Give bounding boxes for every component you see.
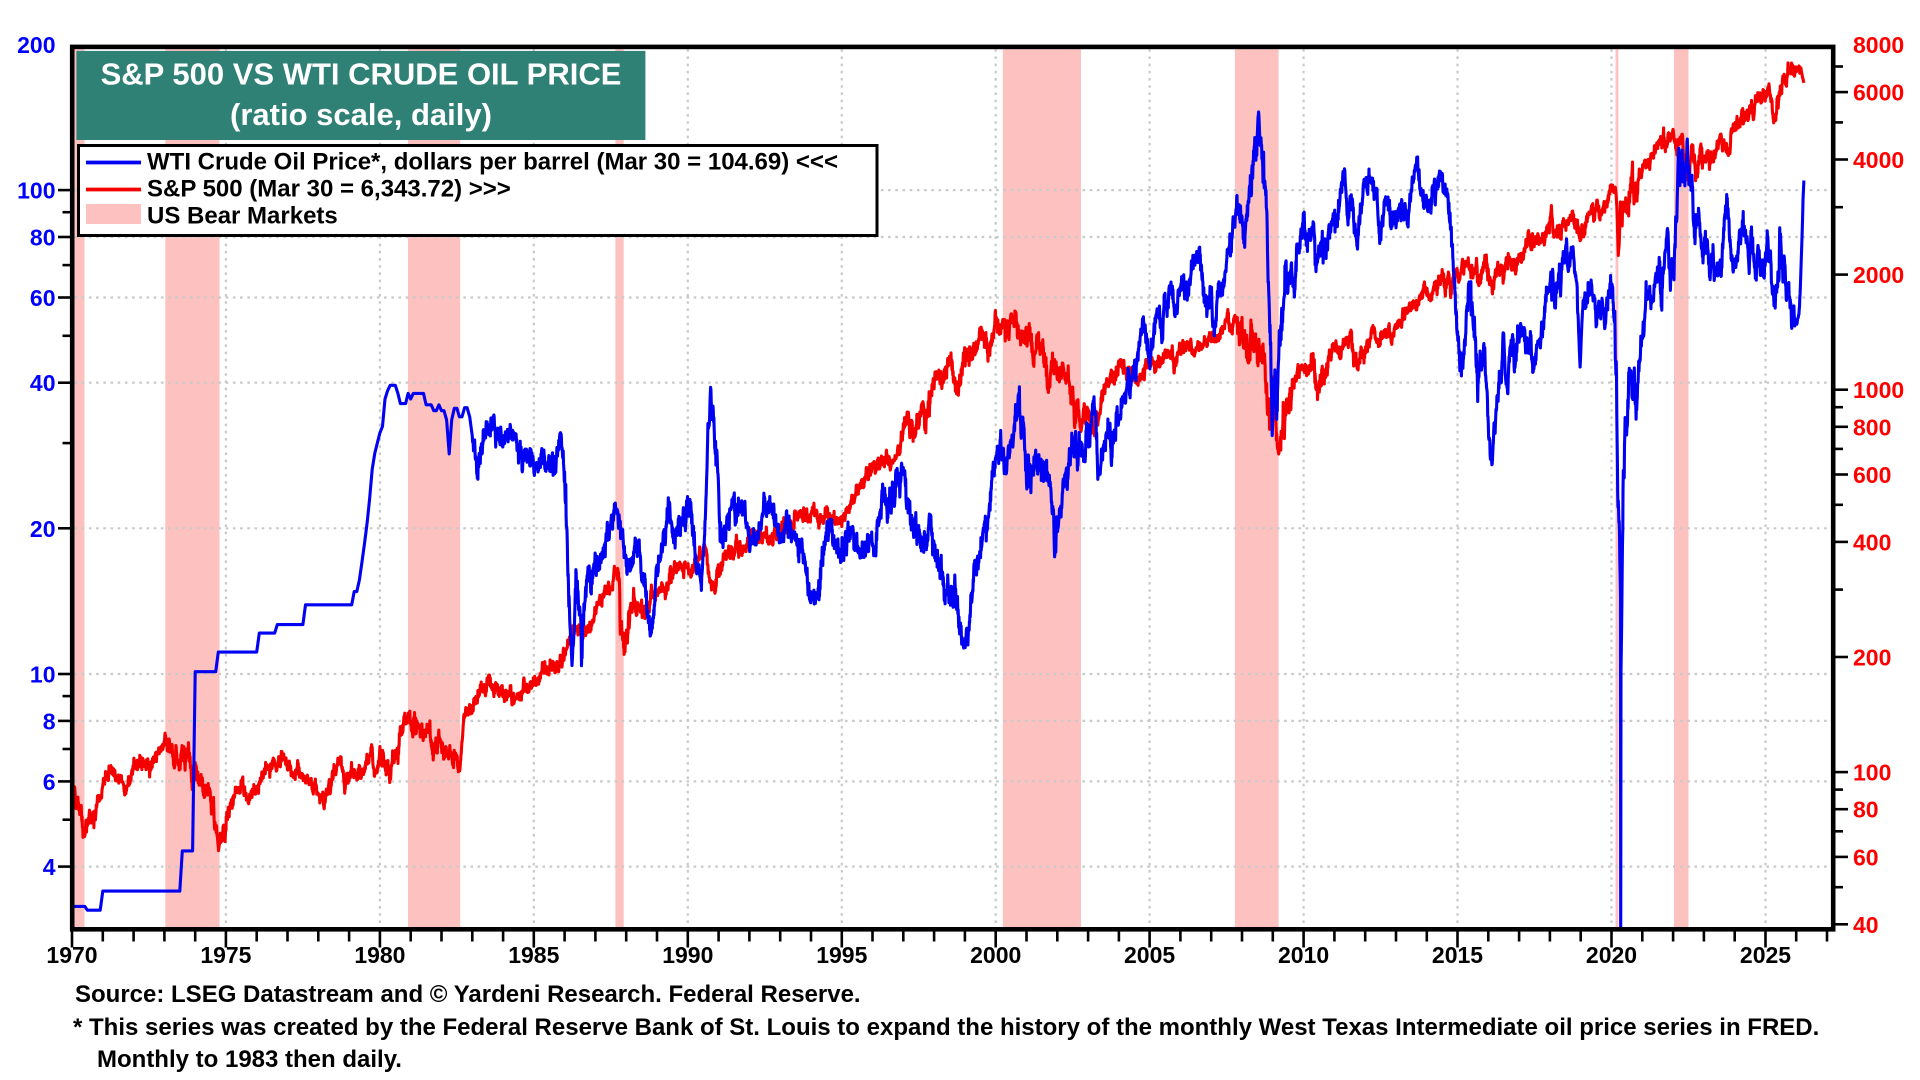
svg-text:2015: 2015 — [1432, 942, 1483, 968]
svg-text:10: 10 — [30, 662, 56, 688]
svg-text:S&P 500 (Mar 30 = 6,343.72) >>: S&P 500 (Mar 30 = 6,343.72) >>> — [147, 176, 511, 203]
svg-text:60: 60 — [1853, 844, 1879, 870]
svg-text:1000: 1000 — [1853, 377, 1904, 403]
svg-text:1970: 1970 — [46, 942, 97, 968]
svg-text:S&P 500 VS WTI CRUDE OIL PRICE: S&P 500 VS WTI CRUDE OIL PRICE — [101, 57, 622, 92]
svg-text:800: 800 — [1853, 414, 1891, 440]
svg-text:60: 60 — [30, 285, 56, 311]
svg-text:400: 400 — [1853, 529, 1891, 555]
svg-text:2025: 2025 — [1740, 942, 1791, 968]
svg-text:100: 100 — [1853, 760, 1891, 786]
svg-text:6: 6 — [43, 769, 56, 795]
svg-text:40: 40 — [30, 370, 56, 396]
svg-text:80: 80 — [1853, 797, 1879, 823]
svg-text:1985: 1985 — [508, 942, 559, 968]
svg-text:US Bear Markets: US Bear Markets — [147, 202, 338, 229]
svg-text:200: 200 — [1853, 645, 1891, 671]
svg-text:100: 100 — [17, 178, 55, 204]
svg-text:2005: 2005 — [1124, 942, 1175, 968]
svg-text:2000: 2000 — [1853, 262, 1904, 288]
svg-text:80: 80 — [30, 225, 56, 251]
svg-text:1990: 1990 — [662, 942, 713, 968]
svg-text:2020: 2020 — [1586, 942, 1637, 968]
svg-text:2000: 2000 — [970, 942, 1021, 968]
svg-text:2010: 2010 — [1278, 942, 1329, 968]
svg-text:(ratio scale, daily): (ratio scale, daily) — [230, 97, 492, 132]
svg-text:WTI Crude Oil Price*, dollars: WTI Crude Oil Price*, dollars per barrel… — [147, 149, 838, 176]
svg-text:6000: 6000 — [1853, 80, 1904, 106]
svg-text:4: 4 — [43, 854, 56, 880]
svg-text:40: 40 — [1853, 912, 1879, 938]
svg-text:600: 600 — [1853, 462, 1891, 488]
svg-text:* This series was created by t: * This series was created by the Federal… — [73, 1014, 1819, 1041]
svg-text:8: 8 — [43, 708, 56, 734]
svg-text:1995: 1995 — [816, 942, 867, 968]
svg-text:20: 20 — [30, 516, 56, 542]
svg-text:200: 200 — [17, 32, 55, 58]
svg-text:4000: 4000 — [1853, 147, 1904, 173]
svg-text:8000: 8000 — [1853, 32, 1904, 58]
svg-text:1975: 1975 — [200, 942, 251, 968]
svg-text:1980: 1980 — [354, 942, 405, 968]
svg-text:Source: LSEG Datastream and ©: Source: LSEG Datastream and © Yardeni Re… — [75, 981, 861, 1008]
svg-text:Monthly to 1983 then daily.: Monthly to 1983 then daily. — [97, 1046, 402, 1073]
